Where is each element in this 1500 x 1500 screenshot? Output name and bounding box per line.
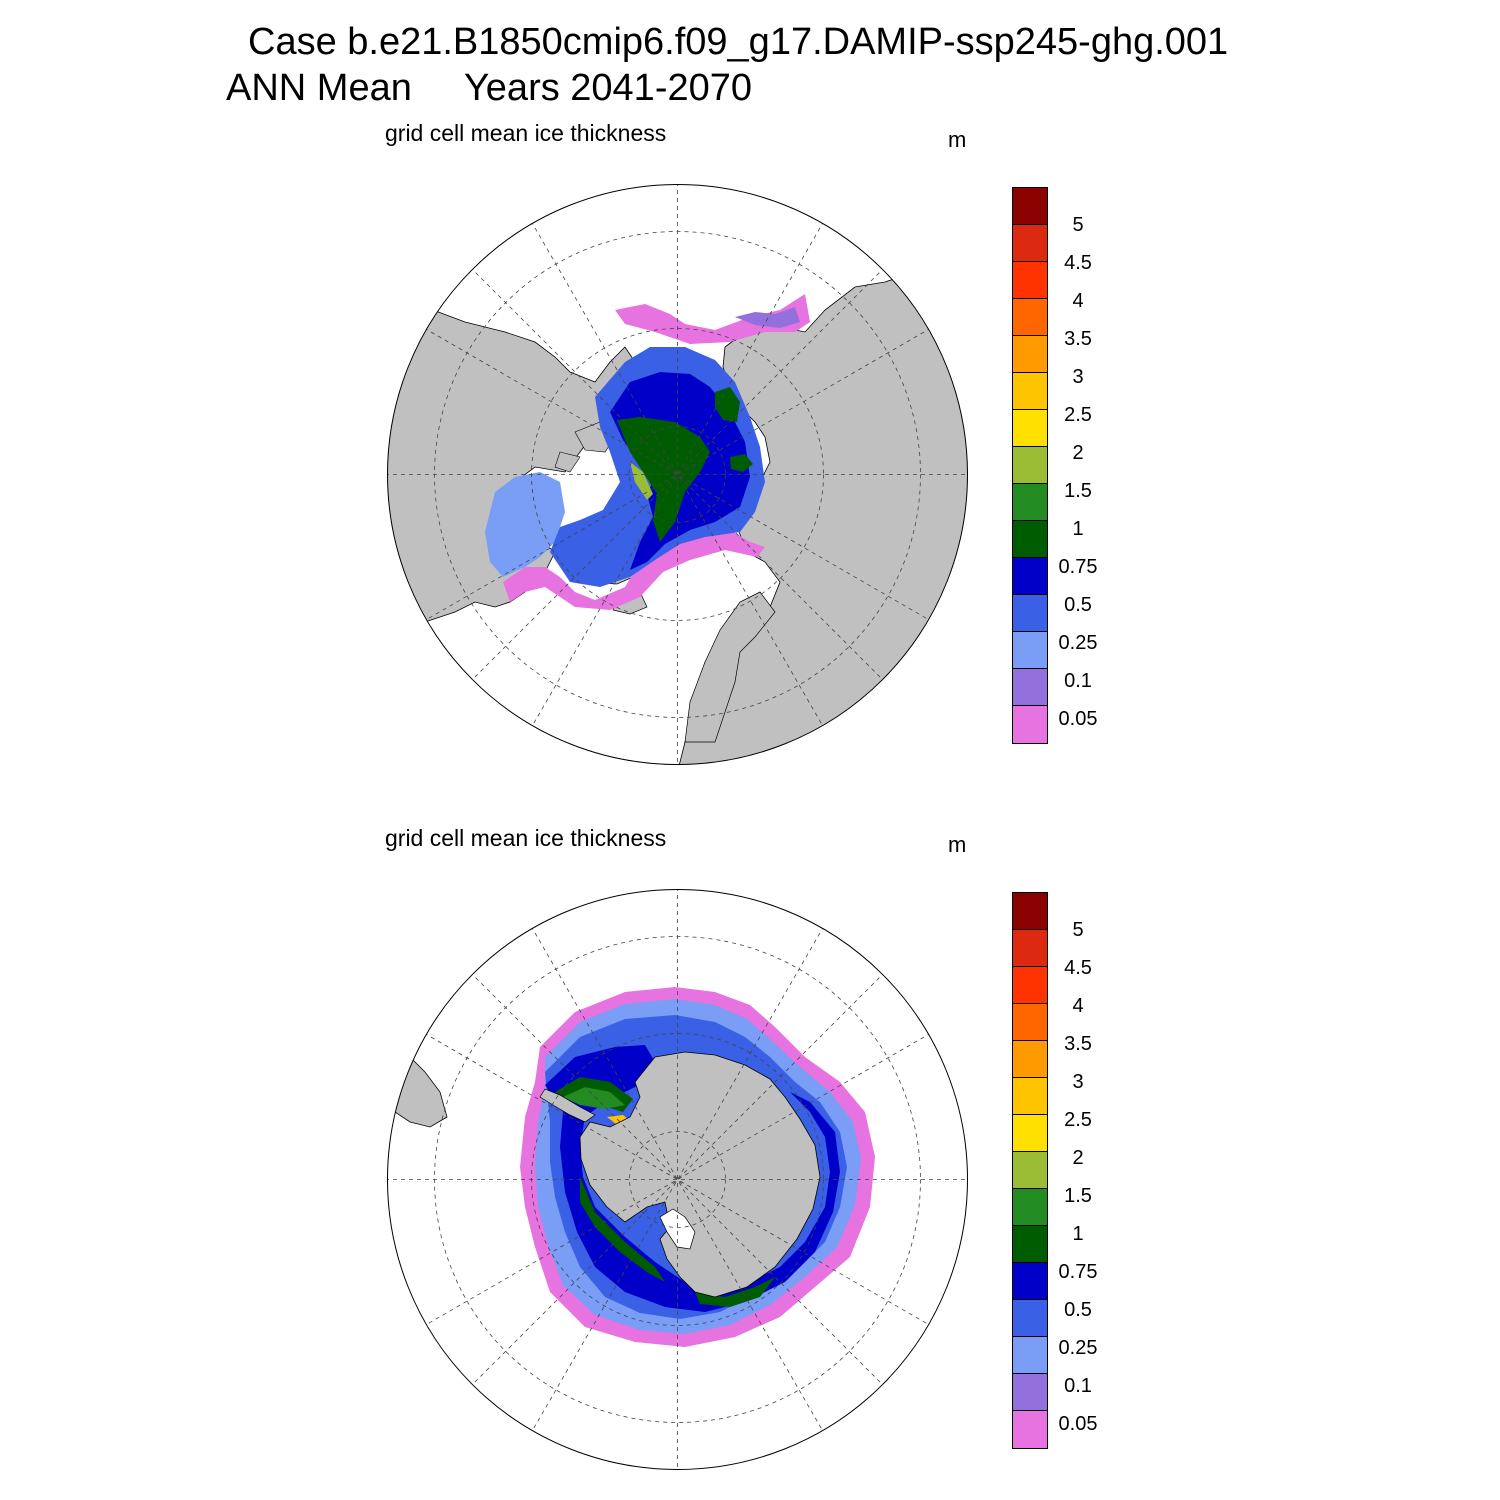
colorbar-label: 1.5 [1064, 480, 1092, 502]
ice-dark-green [617, 417, 710, 542]
colorbar-label: 1.5 [1064, 1185, 1092, 1207]
land-scandinavia [684, 591, 776, 743]
colorbar-box [1013, 336, 1047, 373]
colorbar-box [1013, 967, 1047, 1004]
colorbar-label: 4 [1072, 290, 1084, 312]
colorbar-label: 5 [1072, 919, 1084, 941]
ice-yellow-green [630, 462, 653, 500]
ice-pink-bering [615, 294, 810, 344]
ice-pink-edge [503, 527, 765, 610]
south-units-label: m [948, 832, 967, 857]
colorbar-label: 3.5 [1064, 328, 1092, 350]
north-units-label: m [948, 127, 967, 152]
colorbar-label: 0.1 [1064, 1375, 1092, 1397]
colorbar-box [1013, 930, 1047, 967]
colorbar-box [1013, 893, 1047, 930]
ice-dark-green-east [715, 387, 753, 472]
colorbar-box [1013, 262, 1047, 299]
ice-green-ross-e [695, 1277, 775, 1307]
graticule [387, 184, 968, 765]
south-colorbar [1012, 892, 1048, 1449]
colorbar-box [1013, 1078, 1047, 1115]
colorbar-label: 0.05 [1058, 1413, 1098, 1435]
colorbar-label: 1 [1072, 518, 1084, 540]
colorbar-label: 0.25 [1058, 1337, 1098, 1359]
colorbar-label: 0.25 [1058, 632, 1098, 654]
colorbar-box [1013, 188, 1047, 225]
colorbar-box [1013, 373, 1047, 410]
north-colorbar [1012, 187, 1048, 744]
colorbar-label: 2.5 [1064, 404, 1092, 426]
colorbar-box [1013, 299, 1047, 336]
colorbar-label: 2.5 [1064, 1109, 1092, 1131]
colorbar-box [1013, 410, 1047, 447]
ice-shelf-ross [659, 1208, 696, 1250]
colorbar-box [1013, 1152, 1047, 1189]
map-boundary [387, 184, 968, 765]
colorbar-label: 0.75 [1058, 556, 1098, 578]
ice-light-blue [485, 472, 565, 577]
colorbar-label: 2 [1072, 1147, 1084, 1169]
colorbar-box [1013, 669, 1047, 706]
colorbar-box [1013, 225, 1047, 262]
colorbar-box [1013, 484, 1047, 521]
colorbar-box [1013, 1189, 1047, 1226]
colorbar-label: 4 [1072, 995, 1084, 1017]
north-panel-title: grid cell mean ice thickness [385, 120, 667, 146]
colorbar-label: 3 [1072, 1071, 1084, 1093]
colorbar-box [1013, 1115, 1047, 1152]
colorbar-box [1013, 1337, 1047, 1374]
colorbar-label: 3.5 [1064, 1033, 1092, 1055]
south-panel-title: grid cell mean ice thickness [385, 825, 667, 851]
colorbar-label: 1 [1072, 1223, 1084, 1245]
colorbar-box [1013, 1004, 1047, 1041]
colorbar-box [1013, 1411, 1047, 1448]
colorbar-box [1013, 706, 1047, 743]
antarctic-polar-map [387, 889, 968, 1470]
colorbar-label: 0.05 [1058, 708, 1098, 730]
colorbar-box [1013, 521, 1047, 558]
colorbar-label: 0.1 [1064, 670, 1092, 692]
colorbar-label: 0.5 [1064, 1299, 1092, 1321]
figure-title-case: Case b.e21.B1850cmip6.f09_g17.DAMIP-ssp2… [248, 21, 1229, 63]
colorbar-label: 0.75 [1058, 1261, 1098, 1283]
colorbar-box [1013, 1374, 1047, 1411]
colorbar-label: 2 [1072, 442, 1084, 464]
arctic-polar-map [387, 184, 968, 765]
map-boundary [387, 889, 968, 1470]
colorbar-label: 0.5 [1064, 594, 1092, 616]
colorbar-box [1013, 632, 1047, 669]
colorbar-box [1013, 447, 1047, 484]
colorbar-box [1013, 595, 1047, 632]
land-north-america [387, 301, 636, 633]
colorbar-box [1013, 1226, 1047, 1263]
colorbar-label: 4.5 [1064, 957, 1092, 979]
land-antarctic-peninsula [539, 1088, 596, 1123]
ice-green-weddell-inner [563, 1087, 625, 1109]
colorbar-label: 5 [1072, 214, 1084, 236]
colorbar-label: 4.5 [1064, 252, 1092, 274]
colorbar-label: 3 [1072, 366, 1084, 388]
graticule [387, 889, 968, 1470]
land-antarctica [579, 1051, 821, 1298]
colorbar-box [1013, 1041, 1047, 1078]
figure-title-period: ANN Mean Years 2041-2070 [226, 67, 753, 109]
colorbar-box [1013, 558, 1047, 595]
ice-purple-bering [735, 307, 800, 328]
colorbar-box [1013, 1263, 1047, 1300]
ice-green-ross [580, 1177, 665, 1282]
colorbar-box [1013, 1300, 1047, 1337]
